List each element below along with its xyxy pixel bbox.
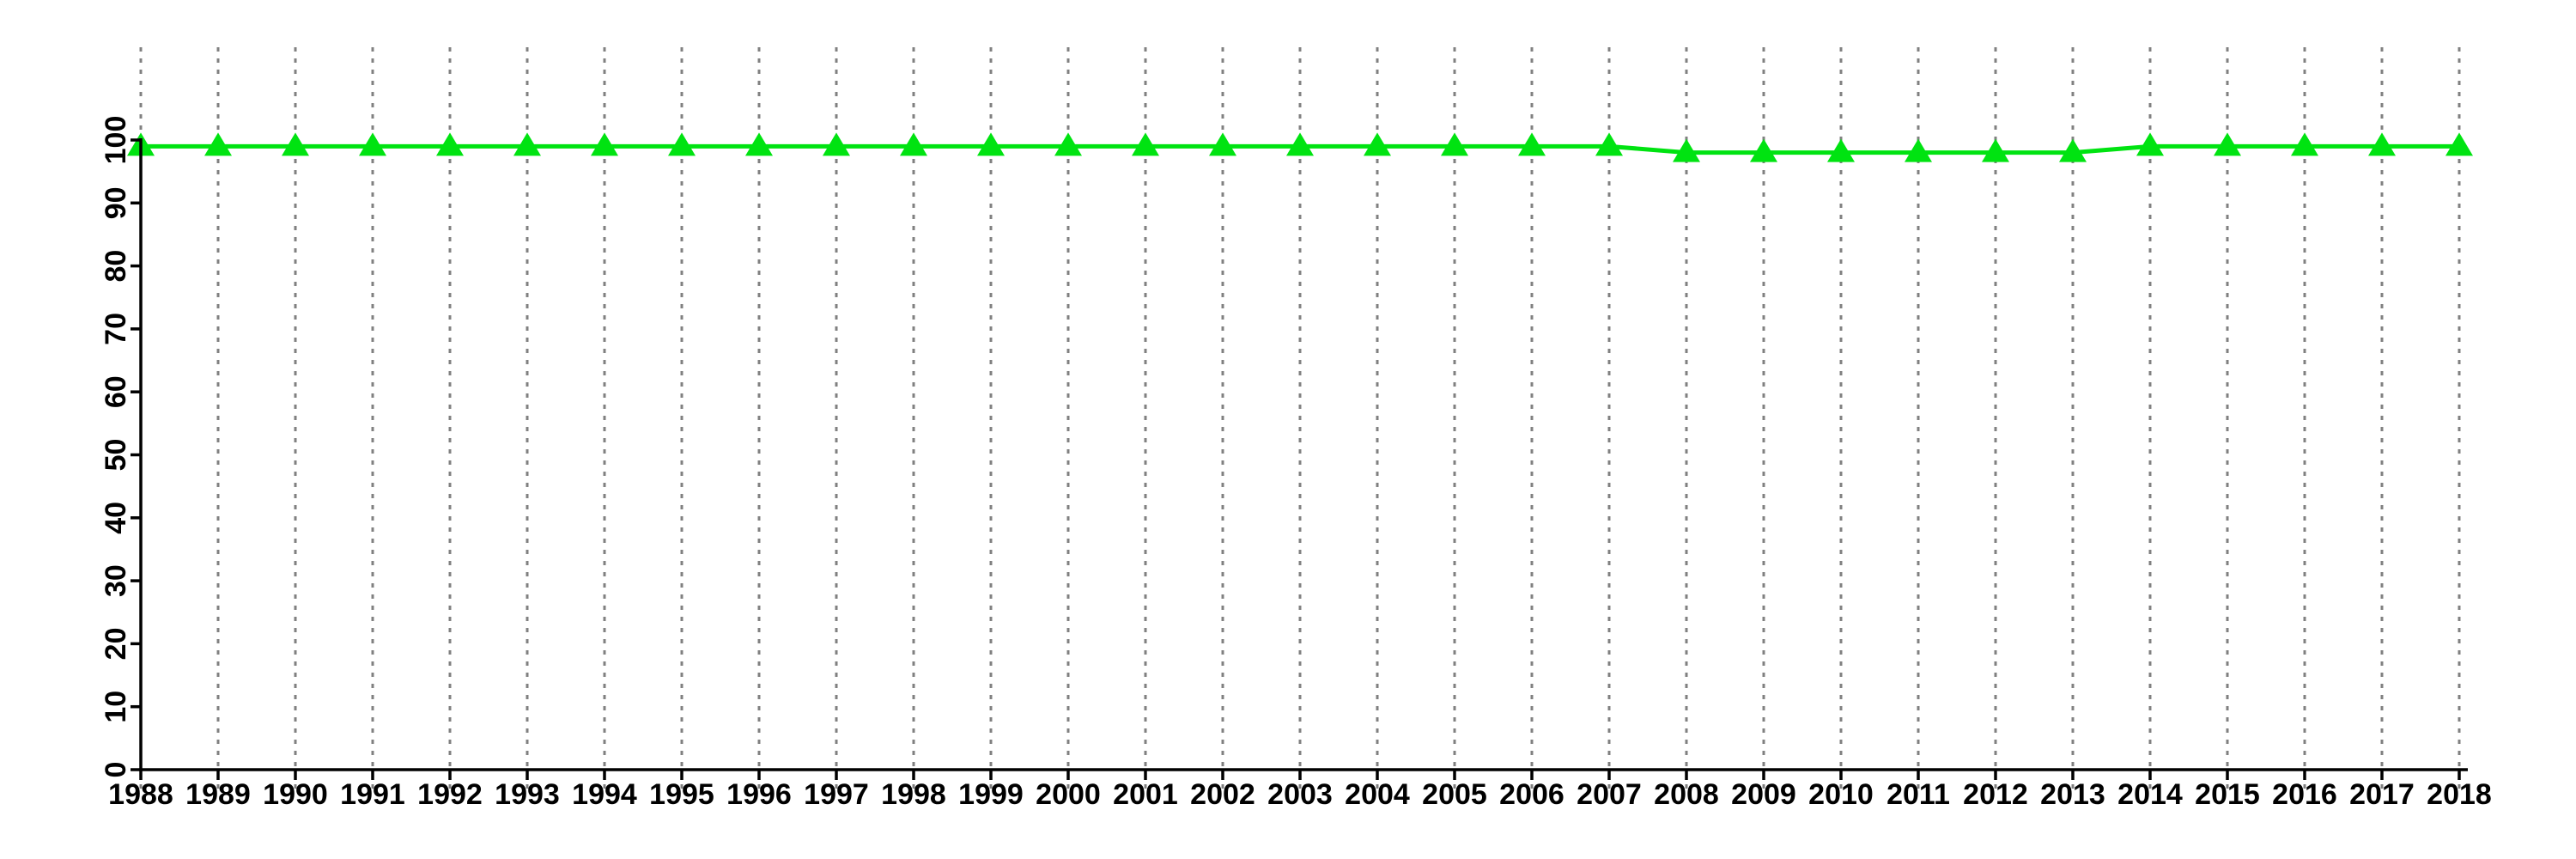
- x-tick-label: 2010: [1808, 778, 1874, 811]
- data-point-marker: [2291, 132, 2318, 156]
- y-tick-label: 70: [100, 313, 132, 345]
- x-tick-label: 1994: [572, 778, 637, 811]
- data-point-marker: [2368, 132, 2396, 156]
- x-tick-label: 1992: [417, 778, 483, 811]
- data-point-marker: [1673, 138, 1700, 162]
- x-tick-label: 1998: [881, 778, 946, 811]
- data-point-marker: [668, 132, 696, 156]
- data-point-marker: [204, 132, 232, 156]
- x-tick-label: 1996: [726, 778, 792, 811]
- data-point-marker: [1518, 132, 1546, 156]
- x-tick-label: 2006: [1499, 778, 1564, 811]
- y-tick-label: 0: [100, 762, 132, 778]
- x-tick-label: 2005: [1422, 778, 1487, 811]
- data-point-marker: [591, 132, 618, 156]
- x-tick-label: 2009: [1731, 778, 1796, 811]
- y-tick-label: 90: [100, 186, 132, 219]
- data-point-marker: [359, 132, 386, 156]
- y-tick-label: 30: [100, 564, 132, 597]
- data-point-marker: [900, 132, 927, 156]
- x-tick-label: 2001: [1113, 778, 1178, 811]
- x-tick-label: 1990: [263, 778, 328, 811]
- x-tick-label: 2016: [2272, 778, 2337, 811]
- data-point-marker: [823, 132, 850, 156]
- x-tick-label: 1989: [185, 778, 251, 811]
- data-point-marker: [1054, 132, 1082, 156]
- x-tick-label: 2012: [1963, 778, 2028, 811]
- x-tick-label: 2018: [2427, 778, 2492, 811]
- x-tick-label: 2017: [2349, 778, 2415, 811]
- x-tick-label: 2008: [1654, 778, 1719, 811]
- data-point-marker: [513, 132, 541, 156]
- x-tick-label: 2014: [2117, 778, 2183, 811]
- y-tick-label: 50: [100, 439, 132, 472]
- data-point-marker: [1286, 132, 1314, 156]
- x-tick-label: 2013: [2040, 778, 2105, 811]
- x-tick-label: 2002: [1190, 778, 1255, 811]
- data-point-marker: [1132, 132, 1159, 156]
- y-tick-label: 20: [100, 627, 132, 660]
- data-point-marker: [1441, 132, 1468, 156]
- data-point-marker: [1827, 138, 1855, 162]
- x-tick-label: 1995: [649, 778, 714, 811]
- data-point-marker: [745, 132, 773, 156]
- data-point-marker: [282, 132, 309, 156]
- data-point-marker: [1209, 132, 1236, 156]
- data-point-marker: [1364, 132, 1391, 156]
- y-tick-label: 100: [100, 116, 132, 165]
- data-point-marker: [2445, 132, 2473, 156]
- data-point-marker: [2214, 132, 2241, 156]
- x-tick-label: 1988: [108, 778, 173, 811]
- y-tick-label: 40: [100, 502, 132, 534]
- y-tick-label: 10: [100, 691, 132, 723]
- data-point-marker: [1982, 138, 2009, 162]
- x-tick-label: 1993: [495, 778, 560, 811]
- x-tick-label: 1997: [804, 778, 869, 811]
- x-tick-label: 1991: [340, 778, 405, 811]
- x-tick-label: 2007: [1577, 778, 1642, 811]
- data-point-marker: [1595, 132, 1623, 156]
- x-tick-label: 1999: [958, 778, 1024, 811]
- data-point-marker: [2136, 132, 2164, 156]
- data-point-marker: [2059, 138, 2087, 162]
- x-tick-label: 2015: [2195, 778, 2260, 811]
- x-tick-label: 2003: [1267, 778, 1333, 811]
- x-tick-label: 2011: [1886, 778, 1950, 811]
- x-tick-label: 2000: [1036, 778, 1101, 811]
- y-tick-label: 80: [100, 250, 132, 283]
- x-tick-label: 2004: [1345, 778, 1410, 811]
- y-tick-label: 60: [100, 375, 132, 408]
- data-point-marker: [436, 132, 464, 156]
- data-point-marker: [1905, 138, 1932, 162]
- data-point-marker: [977, 132, 1005, 156]
- data-point-marker: [1750, 138, 1777, 162]
